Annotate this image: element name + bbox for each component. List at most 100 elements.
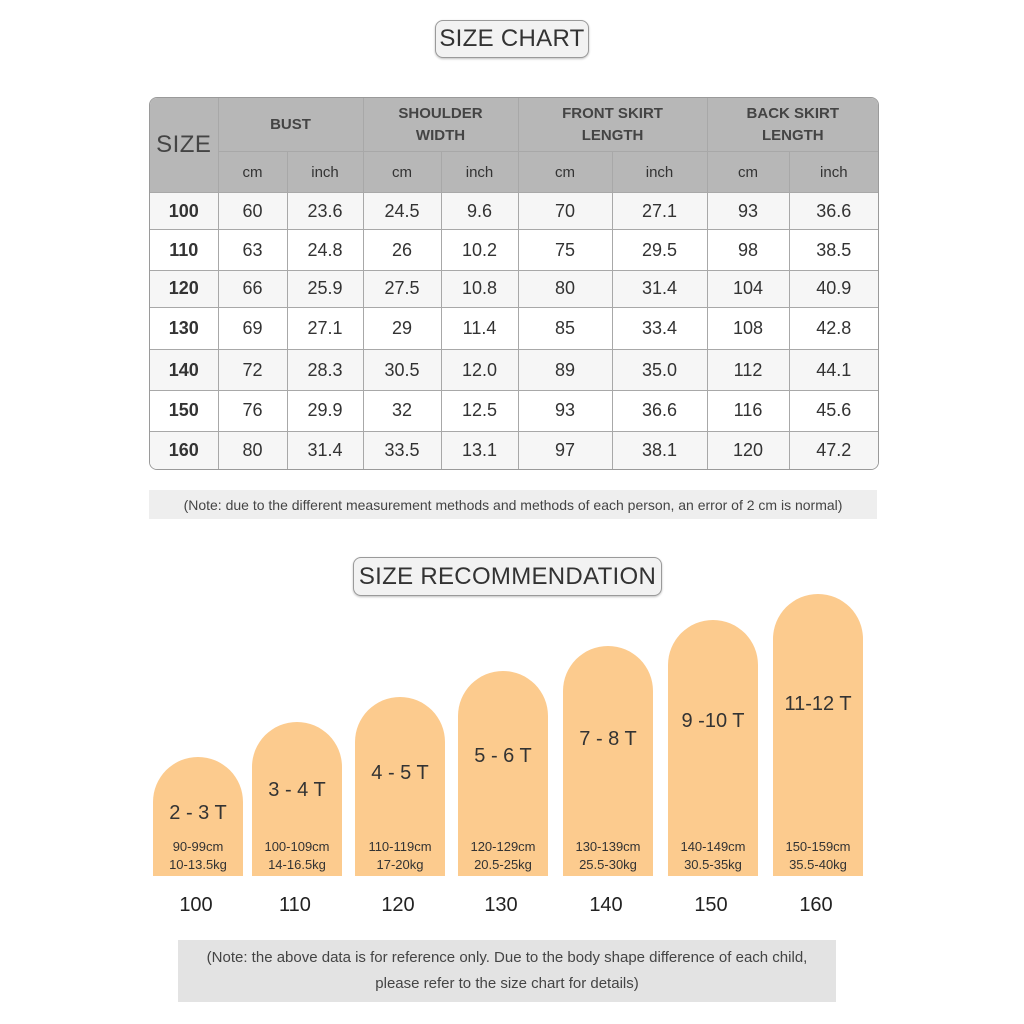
- measurement-cell: 63: [217, 229, 288, 271]
- measurement-cell: 23.6: [286, 191, 364, 231]
- unit-header: cm: [706, 151, 790, 193]
- unit-header: cm: [218, 151, 288, 193]
- table-row: 150 76 29.9 32 12.5 93 36.6 116 45.6: [150, 389, 878, 433]
- measurement-cell: 108: [706, 307, 790, 351]
- reference-note-line: please refer to the size chart for detai…: [375, 975, 639, 992]
- table-row: 100 60 23.6 24.5 9.6 70 27.1 93 36.6: [150, 191, 878, 231]
- recommendation-arch: 7 - 8 T 130-139cm 25.5-30kg: [563, 646, 653, 876]
- measurement-cell: 33.5: [362, 431, 442, 469]
- measurement-cell: 44.1: [788, 349, 878, 391]
- measurement-cell: 116: [706, 389, 790, 433]
- measurement-cell: 66: [217, 269, 288, 309]
- measurement-cell: 80: [217, 431, 288, 469]
- unit-header: cm: [517, 151, 613, 193]
- measurement-cell: 10.8: [440, 269, 519, 309]
- recommendation-arch: 9 -10 T 140-149cm 30.5-35kg: [668, 620, 758, 876]
- measurement-cell: 31.4: [611, 269, 708, 309]
- age-range: 9 -10 T: [681, 710, 745, 732]
- shoulder-width-header: SHOULDER WIDTH: [362, 98, 519, 152]
- height-range: 140-149cm: [680, 839, 746, 854]
- recommendation-arch: 5 - 6 T 120-129cm 20.5-25kg: [458, 671, 548, 876]
- measurement-cell: 75: [517, 229, 613, 271]
- height-range: 100-109cm: [264, 839, 330, 854]
- measurement-cell: 93: [517, 389, 613, 433]
- size-cell: 150: [150, 389, 219, 433]
- recommendation-arch: 4 - 5 T 110-119cm 17-20kg: [355, 697, 445, 876]
- measurement-cell: 35.0: [611, 349, 708, 391]
- measurement-cell: 45.6: [788, 389, 878, 433]
- measurement-cell: 112: [706, 349, 790, 391]
- front-skirt-length-header: FRONT SKIRT LENGTH: [517, 98, 708, 152]
- size-cell: 100: [150, 191, 219, 231]
- height-range: 110-119cm: [368, 839, 432, 854]
- reference-note: (Note: the above data is for reference o…: [178, 940, 836, 1002]
- size-label: 140: [589, 894, 623, 916]
- measurement-cell: 30.5: [362, 349, 442, 391]
- measurement-cell: 10.2: [440, 229, 519, 271]
- recommendation-arch: 11-12 T 150-159cm 35.5-40kg: [773, 594, 863, 876]
- measurement-cell: 31.4: [286, 431, 364, 469]
- table-row: 140 72 28.3 30.5 12.0 89 35.0 112 44.1: [150, 349, 878, 391]
- measurement-cell: 29.5: [611, 229, 708, 271]
- age-range: 3 - 4 T: [268, 779, 326, 801]
- table-row: 160 80 31.4 33.5 13.1 97 38.1 120 47.2: [150, 431, 878, 469]
- measurement-cell: 76: [217, 389, 288, 433]
- height-range: 90-99cm: [172, 839, 224, 854]
- height-weight: 130-139cm 25.5-30kg: [563, 838, 653, 874]
- bust-header: BUST: [217, 98, 364, 152]
- size-cell: 130: [150, 307, 219, 351]
- height-weight: 120-129cm 20.5-25kg: [458, 838, 548, 874]
- measurement-cell: 32: [362, 389, 442, 433]
- measurement-cell: 72: [217, 349, 288, 391]
- size-cell: 160: [150, 431, 219, 469]
- measurement-note: (Note: due to the different measurement …: [149, 490, 877, 519]
- height-weight: 110-119cm 17-20kg: [355, 838, 445, 874]
- table-row: 120 66 25.9 27.5 10.8 80 31.4 104 40.9: [150, 269, 878, 309]
- measurement-cell: 38.1: [611, 431, 708, 469]
- age-range: 2 - 3 T: [169, 802, 227, 824]
- measurement-cell: 11.4: [440, 307, 519, 351]
- measurement-cell: 93: [706, 191, 790, 231]
- weight-range: 35.5-40kg: [789, 857, 847, 872]
- measurement-cell: 33.4: [611, 307, 708, 351]
- measurement-cell: 42.8: [788, 307, 878, 351]
- measurement-cell: 80: [517, 269, 613, 309]
- measurement-cell: 29: [362, 307, 442, 351]
- weight-range: 25.5-30kg: [579, 857, 637, 872]
- size-label: 110: [279, 894, 311, 916]
- reference-note-line: (Note: the above data is for reference o…: [206, 949, 808, 966]
- measurement-cell: 24.8: [286, 229, 364, 271]
- size-cell: 110: [150, 229, 219, 271]
- height-weight: 140-149cm 30.5-35kg: [668, 838, 758, 874]
- weight-range: 20.5-25kg: [474, 857, 532, 872]
- age-range: 11-12 T: [784, 693, 852, 715]
- unit-header: inch: [611, 151, 708, 193]
- age-range: 5 - 6 T: [474, 745, 532, 767]
- size-label: 100: [179, 894, 213, 916]
- size-label: 150: [694, 894, 728, 916]
- weight-range: 30.5-35kg: [684, 857, 742, 872]
- measurement-cell: 120: [706, 431, 790, 469]
- measurement-cell: 36.6: [611, 389, 708, 433]
- size-label: 130: [484, 894, 518, 916]
- height-range: 130-139cm: [575, 839, 641, 854]
- measurement-cell: 36.6: [788, 191, 878, 231]
- size-label: 120: [381, 894, 415, 916]
- measurement-cell: 38.5: [788, 229, 878, 271]
- weight-range: 10-13.5kg: [169, 857, 227, 872]
- measurement-cell: 27.1: [286, 307, 364, 351]
- unit-header: inch: [440, 151, 519, 193]
- measurement-cell: 28.3: [286, 349, 364, 391]
- measurement-cell: 70: [517, 191, 613, 231]
- size-chart-title: SIZE CHART: [435, 20, 589, 58]
- size-header: SIZE: [150, 98, 219, 193]
- weight-range: 17-20kg: [376, 857, 424, 872]
- weight-range: 14-16.5kg: [268, 857, 326, 872]
- size-recommendation-title: SIZE RECOMMENDATION: [353, 557, 662, 596]
- measurement-cell: 27.5: [362, 269, 442, 309]
- height-range: 120-129cm: [470, 839, 536, 854]
- measurement-cell: 85: [517, 307, 613, 351]
- measurement-cell: 60: [217, 191, 288, 231]
- measurement-cell: 89: [517, 349, 613, 391]
- height-weight: 150-159cm 35.5-40kg: [773, 838, 863, 874]
